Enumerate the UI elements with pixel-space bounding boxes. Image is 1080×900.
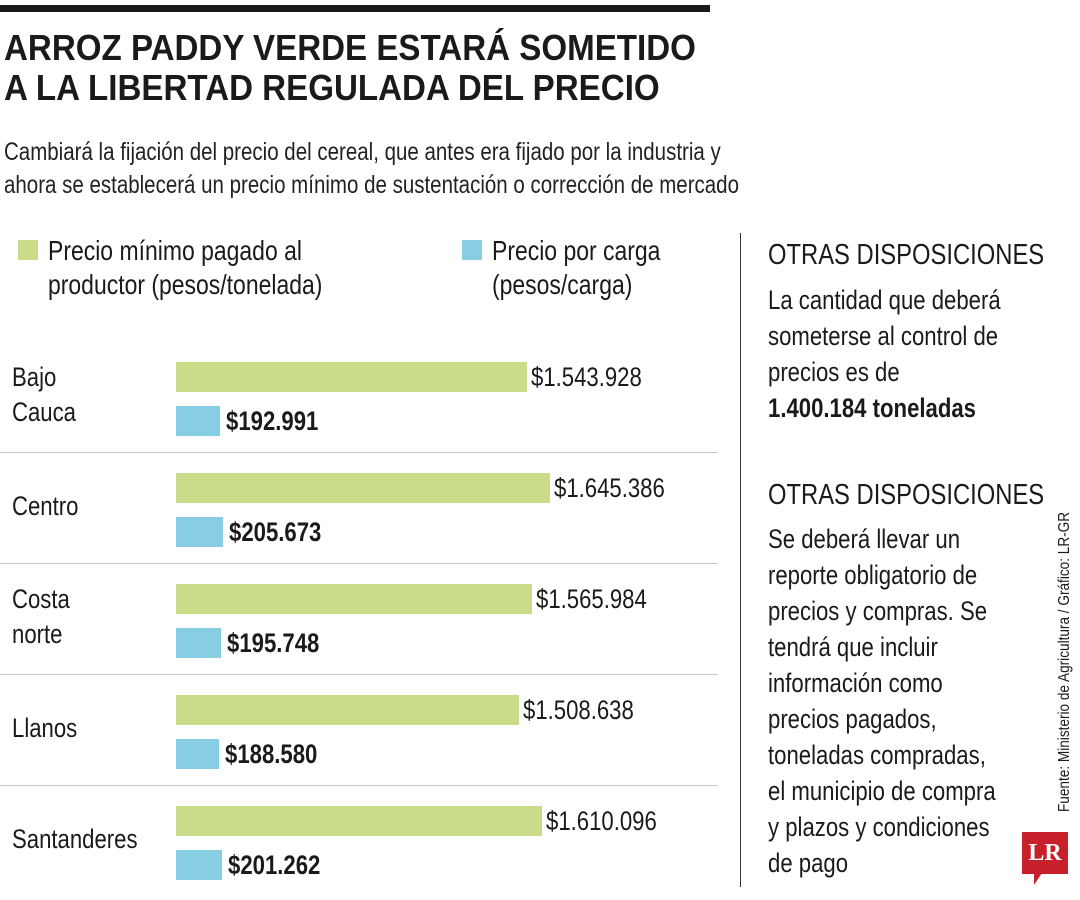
legend-item-precio-carga: Precio por carga (pesos/carga) — [492, 234, 697, 302]
subtitle-line: Cambiará la fijación del precio del cere… — [4, 138, 721, 166]
data-label: $205.673 — [229, 517, 342, 547]
legend-swatch-green — [18, 240, 38, 260]
bar-precio-minimo — [176, 362, 527, 392]
highlight-quantity: 1.400.184 toneladas — [768, 393, 976, 423]
data-label: $1.610.096 — [546, 806, 681, 836]
row-separator — [0, 785, 718, 786]
heading-text: OTRAS DISPOSICIONES — [768, 239, 1045, 271]
category-label: Centro — [12, 489, 93, 524]
data-label-text: $195.748 — [226, 628, 319, 658]
data-label-text: $188.580 — [224, 739, 318, 769]
text-line: y plazos y condiciones — [768, 812, 990, 842]
bar-precio-carga — [176, 850, 222, 880]
text-line: tendrá que incluir — [768, 632, 938, 662]
data-label: $201.262 — [228, 850, 341, 880]
text-line: información como — [768, 668, 943, 698]
data-label-text: $201.262 — [227, 850, 321, 880]
data-label: $1.645.386 — [554, 473, 689, 503]
data-label-text: $1.645.386 — [554, 473, 665, 503]
title-line: A LA LIBERTAD REGULADA DEL PRECIO — [4, 67, 660, 108]
bar-precio-carga — [176, 517, 223, 547]
legend-swatch-blue — [462, 240, 482, 260]
data-label-text: $1.610.096 — [546, 806, 657, 836]
category-label-line: Costa — [12, 584, 70, 614]
category-label: Santanderes — [12, 822, 165, 857]
text-line: de pago — [768, 848, 849, 878]
side-heading-1: OTRAS DISPOSICIONES — [768, 238, 1080, 272]
chart-subtitle: Cambiará la fijación del precio del cere… — [4, 136, 739, 202]
category-label-line: Centro — [12, 491, 79, 521]
text-line: precios pagados, — [768, 704, 937, 734]
data-label: $1.565.984 — [536, 584, 671, 614]
bar-precio-minimo — [176, 584, 532, 614]
bar-precio-carga — [176, 406, 220, 436]
bar-precio-minimo — [176, 806, 543, 836]
category-label-line: Bajo — [12, 362, 57, 392]
bar-precio-carga — [176, 739, 219, 769]
side-text-2: Se deberá llevar un reporte obligatorio d… — [768, 521, 1068, 881]
category-label-line: Llanos — [12, 713, 78, 743]
text-line: reporte obligatorio de — [768, 560, 978, 590]
legend-label: productor (pesos/tonelada) — [48, 269, 323, 300]
data-label: $192.991 — [226, 406, 339, 436]
bar-precio-minimo — [176, 695, 519, 725]
title-line: ARROZ PADDY VERDE ESTARÁ SOMETIDO — [4, 27, 696, 68]
top-rule — [0, 5, 710, 12]
text-line: Se deberá llevar un — [768, 524, 961, 554]
chart-title: ARROZ PADDY VERDE ESTARÁ SOMETIDO A LA L… — [4, 28, 696, 108]
text-line: someterse al control de — [768, 321, 999, 351]
text-line: precios es de — [768, 357, 900, 387]
column-divider — [740, 233, 741, 887]
subtitle-line: ahora se establecerá un precio mínimo de… — [4, 171, 739, 199]
legend-item-precio-minimo: Precio mínimo pagado al productor (pesos/… — [48, 234, 383, 302]
legend-label: Precio mínimo pagado al — [48, 235, 302, 266]
row-separator — [0, 452, 718, 453]
category-label: Costa norte — [12, 582, 83, 652]
heading-text: OTRAS DISPOSICIONES — [768, 479, 1045, 511]
category-label: Bajo Cauca — [12, 360, 90, 430]
text-line: toneladas compradas, — [768, 740, 986, 770]
data-label: $195.748 — [227, 628, 340, 658]
legend-label: (pesos/carga) — [492, 269, 633, 300]
category-label-line: norte — [12, 619, 63, 649]
side-text-1: La cantidad que deberá someterse al cont… — [768, 282, 1068, 426]
legend-label: Precio por carga — [492, 235, 661, 266]
data-label-text: $1.565.984 — [536, 584, 647, 614]
text-line: La cantidad que deberá — [768, 285, 1001, 315]
data-label: $188.580 — [225, 739, 338, 769]
data-label-text: $205.673 — [228, 517, 322, 547]
text-line: el municipio de compra — [768, 776, 996, 806]
bar-precio-minimo — [176, 473, 551, 503]
data-label-text: $1.543.928 — [531, 362, 642, 392]
data-label-text: $1.508.638 — [522, 695, 634, 725]
row-separator — [0, 563, 718, 564]
side-heading-2: OTRAS DISPOSICIONES — [768, 478, 1080, 512]
data-label: $1.543.928 — [531, 362, 666, 392]
lr-logo: LR — [1022, 832, 1068, 885]
text-line: precios y compras. Se — [768, 596, 988, 626]
data-label-text: $192.991 — [225, 406, 319, 436]
data-label: $1.508.638 — [523, 695, 658, 725]
row-separator — [0, 674, 718, 675]
category-label-line: Santanderes — [12, 824, 138, 854]
category-label: Llanos — [12, 711, 92, 746]
source-note: Fuente: Ministerio de Agricultura / Gráf… — [1056, 511, 1073, 812]
category-label-line: Cauca — [12, 397, 76, 427]
bar-precio-carga — [176, 628, 221, 658]
